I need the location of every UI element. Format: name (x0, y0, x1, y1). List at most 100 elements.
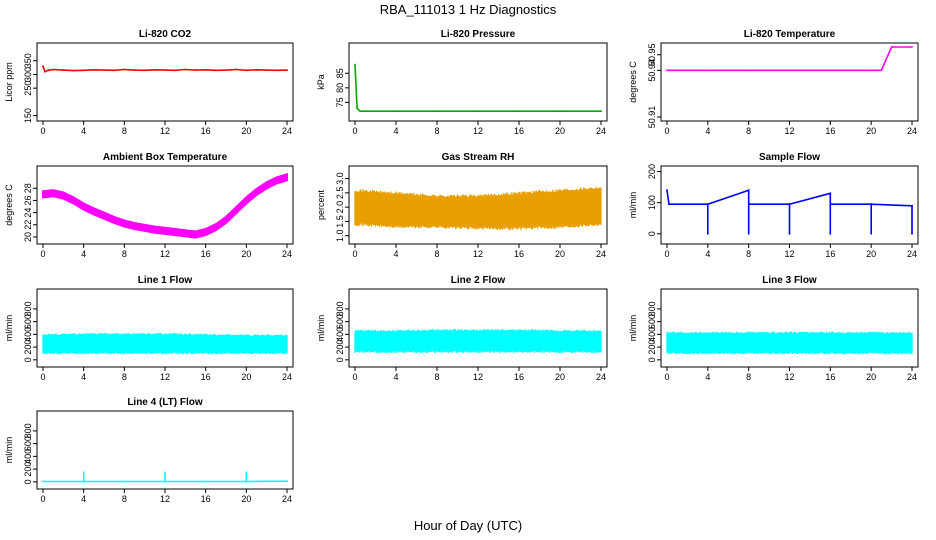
data-point (133, 69, 136, 71)
data-point (113, 69, 116, 72)
y-tick-label: 350 (23, 53, 33, 68)
x-tick-label: 0 (664, 372, 669, 382)
data-point (204, 68, 207, 71)
data-point (600, 110, 602, 113)
data-point (747, 203, 750, 206)
x-tick-label: 24 (596, 372, 606, 382)
y-tick-label: 150 (23, 108, 33, 123)
x-tick-label: 20 (241, 126, 251, 136)
y-tick-label: 0 (23, 479, 33, 484)
data-point (42, 65, 44, 68)
x-tick-label: 24 (282, 494, 292, 504)
data-point (174, 69, 177, 72)
y-axis-label: Licor ppm (4, 62, 14, 102)
data-point (395, 110, 397, 113)
x-tick-label: 4 (393, 126, 398, 136)
y-tick-label: 400 (335, 327, 345, 342)
y-tick-label: 600 (335, 314, 345, 329)
y-tick-label: 0 (647, 231, 657, 236)
data-point (245, 480, 248, 483)
y-tick-label: 200 (335, 340, 345, 355)
panel-title: Gas Stream RH (442, 152, 515, 163)
data-point (518, 110, 520, 113)
x-tick-label: 24 (596, 249, 606, 259)
panel-title: Li-820 Temperature (744, 29, 836, 40)
x-tick-label: 20 (241, 372, 251, 382)
data-point (788, 203, 791, 206)
panel-3: Li-820 Temperature 0 4 8 12 16 20 24 50.91 50.945… (628, 29, 919, 136)
data-point (666, 189, 668, 192)
x-tick-label: 8 (434, 126, 439, 136)
data-point (354, 63, 356, 66)
x-tick-label: 20 (866, 249, 876, 259)
x-tick-label: 12 (473, 249, 483, 259)
x-tick-label: 16 (514, 372, 524, 382)
data-point (829, 192, 832, 195)
data-point (829, 232, 832, 235)
data-point (245, 69, 248, 72)
data-point (359, 110, 361, 113)
plot-frame (660, 42, 919, 122)
x-tick-label: 20 (555, 126, 565, 136)
y-axis-label: degrees C (628, 61, 638, 103)
data-point (870, 69, 873, 72)
x-tick-label: 8 (746, 372, 751, 382)
plot-frame (348, 42, 608, 122)
y-tick-label: 100 (647, 195, 657, 210)
y-axis-label: kPa (316, 74, 326, 90)
panel-10: Line 4 (LT) Flow 0 4 8 12 16 20 24 0 200400600800… (4, 397, 294, 504)
x-tick-label: 16 (201, 494, 211, 504)
x-tick-label: 20 (866, 372, 876, 382)
x-tick-label: 4 (705, 372, 710, 382)
x-tick-label: 16 (825, 126, 835, 136)
data-point (52, 68, 55, 71)
x-tick-label: 24 (282, 126, 292, 136)
x-tick-label: 12 (160, 494, 170, 504)
x-tick-label: 4 (81, 372, 86, 382)
x-tick-label: 0 (352, 372, 357, 382)
data-point (911, 204, 913, 207)
x-tick-label: 0 (352, 249, 357, 259)
x-tick-label: 8 (122, 249, 127, 259)
data-point (870, 203, 873, 206)
y-tick-label: 400 (23, 449, 33, 464)
panel-6: Sample Flow 0 4 8 12 16 20 24 0 100 200 ml/min (628, 152, 919, 259)
y-tick-label: 24 (23, 208, 33, 218)
x-tick-label: 0 (664, 249, 669, 259)
panel-4: Ambient Box Temperature 0 4 8 12 16 20 24 20 22 24… (4, 152, 294, 259)
x-tick-label: 16 (201, 126, 211, 136)
data-point (123, 68, 126, 71)
data-point (788, 69, 791, 72)
panel-title: Sample Flow (759, 152, 820, 163)
y-axis-label: ml/min (4, 437, 14, 464)
y-axis-label: ml/min (628, 192, 638, 219)
data-point (265, 69, 268, 71)
y-tick-label: 80 (335, 83, 345, 93)
x-tick-label: 0 (40, 494, 45, 504)
data-point (356, 107, 358, 110)
x-tick-label: 12 (160, 249, 170, 259)
plot-frame (36, 288, 294, 368)
data-point (477, 110, 479, 113)
data-point (890, 46, 893, 48)
plot-frame (36, 42, 294, 122)
x-tick-label: 20 (866, 126, 876, 136)
x-tick-label: 16 (514, 249, 524, 259)
y-tick-label: 3.0 (335, 172, 345, 185)
x-tick-label: 8 (746, 249, 751, 259)
data-point (706, 203, 709, 206)
y-axis-label: ml/min (4, 315, 14, 342)
data-point (72, 69, 75, 72)
panel-2: Li-820 Pressure 0 4 8 12 16 20 24 75 80 85 kPa (316, 29, 608, 136)
data-point (666, 69, 668, 72)
data-point (747, 189, 750, 192)
x-tick-label: 16 (201, 372, 211, 382)
y-tick-label: 50.94 (647, 59, 657, 82)
data-point (164, 69, 166, 71)
x-tick-label: 12 (160, 372, 170, 382)
